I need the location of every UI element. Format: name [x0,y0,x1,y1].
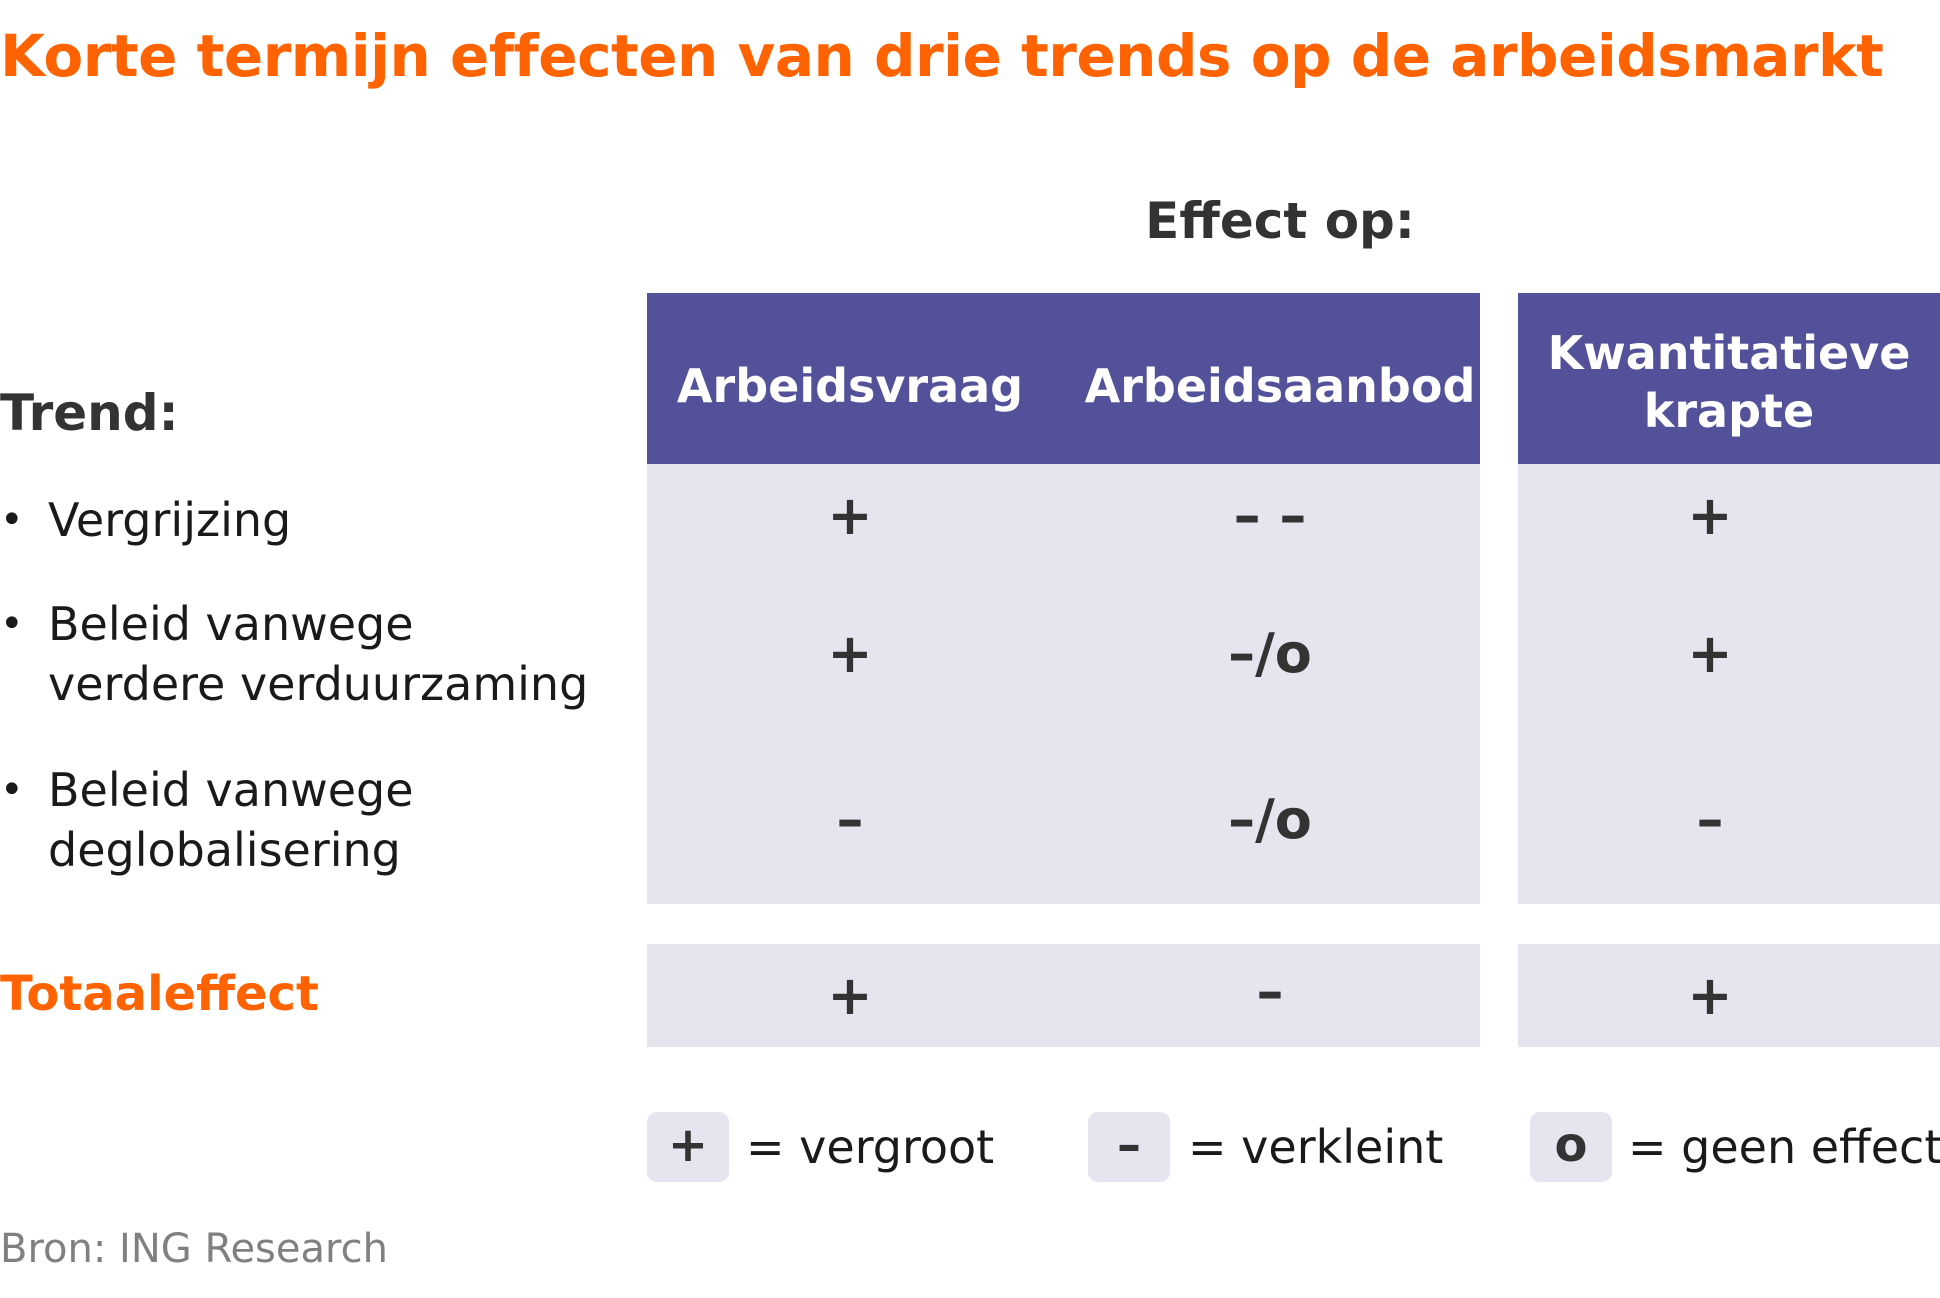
bullet: • [0,601,24,647]
cell-verduurzaming-arbeidsvraag: + [827,622,873,685]
trend-text-line1: Beleid vanwege [48,597,414,651]
effect-label: Effect op: [1145,192,1415,250]
bullet: • [0,767,24,813]
cell-deglobalisering-arbeidsaanbod: –/o [1228,788,1312,851]
header-panel-left [647,293,1480,464]
column-header-kwantitatieve-krapte: Kwantitatieve krapte [1518,324,1940,440]
cell-vergrijzing-arbeidsvraag: + [827,484,873,547]
trend-text-line2: deglobalisering [48,823,401,877]
body-panel-left [647,464,1480,904]
column-header-text: Arbeidsaanbod [1084,359,1476,413]
legend-text-plus: = vergroot [746,1120,995,1174]
bullet: • [0,497,24,543]
cell-deglobalisering-arbeidsvraag: – [836,788,864,851]
trend-text: Vergrijzing [48,493,292,547]
legend-symbol-o: o [1530,1112,1612,1182]
column-header-line1: Kwantitatieve [1547,326,1911,380]
cell-total-arbeidsaanbod: – [1256,960,1284,1023]
cell-vergrijzing-arbeidsaanbod: – – [1233,484,1307,547]
cell-deglobalisering-krapte: – [1696,788,1724,851]
cell-total-arbeidsvraag: + [827,964,873,1027]
trend-text-line2: verdere verduurzaming [48,657,589,711]
trend-label: Trend: [0,384,179,442]
cell-total-krapte: + [1687,964,1733,1027]
column-header-arbeidsaanbod: Arbeidsaanbod [1080,357,1480,415]
chart-title: Korte termijn effecten van drie trends o… [0,22,1884,90]
column-header-arbeidsvraag: Arbeidsvraag [650,357,1050,415]
total-label: Totaaleffect [0,966,319,1022]
legend-symbol-minus: – [1088,1112,1170,1182]
body-panel-right [1518,464,1940,904]
legend-text-minus: = verkleint [1188,1120,1444,1174]
header-panel-right [1518,293,1940,464]
total-panel-right [1518,944,1940,1047]
column-header-line2: krapte [1643,384,1815,438]
trend-text-line1: Beleid vanwege [48,763,414,817]
column-header-text: Arbeidsvraag [676,359,1024,413]
cell-verduurzaming-arbeidsaanbod: –/o [1228,622,1312,685]
legend-text-o: = geen effect [1628,1120,1940,1174]
cell-vergrijzing-krapte: + [1687,484,1733,547]
total-panel-left [647,944,1480,1047]
source-note: Bron: ING Research [0,1226,388,1272]
cell-verduurzaming-krapte: + [1687,622,1733,685]
legend-symbol-plus: + [647,1112,729,1182]
